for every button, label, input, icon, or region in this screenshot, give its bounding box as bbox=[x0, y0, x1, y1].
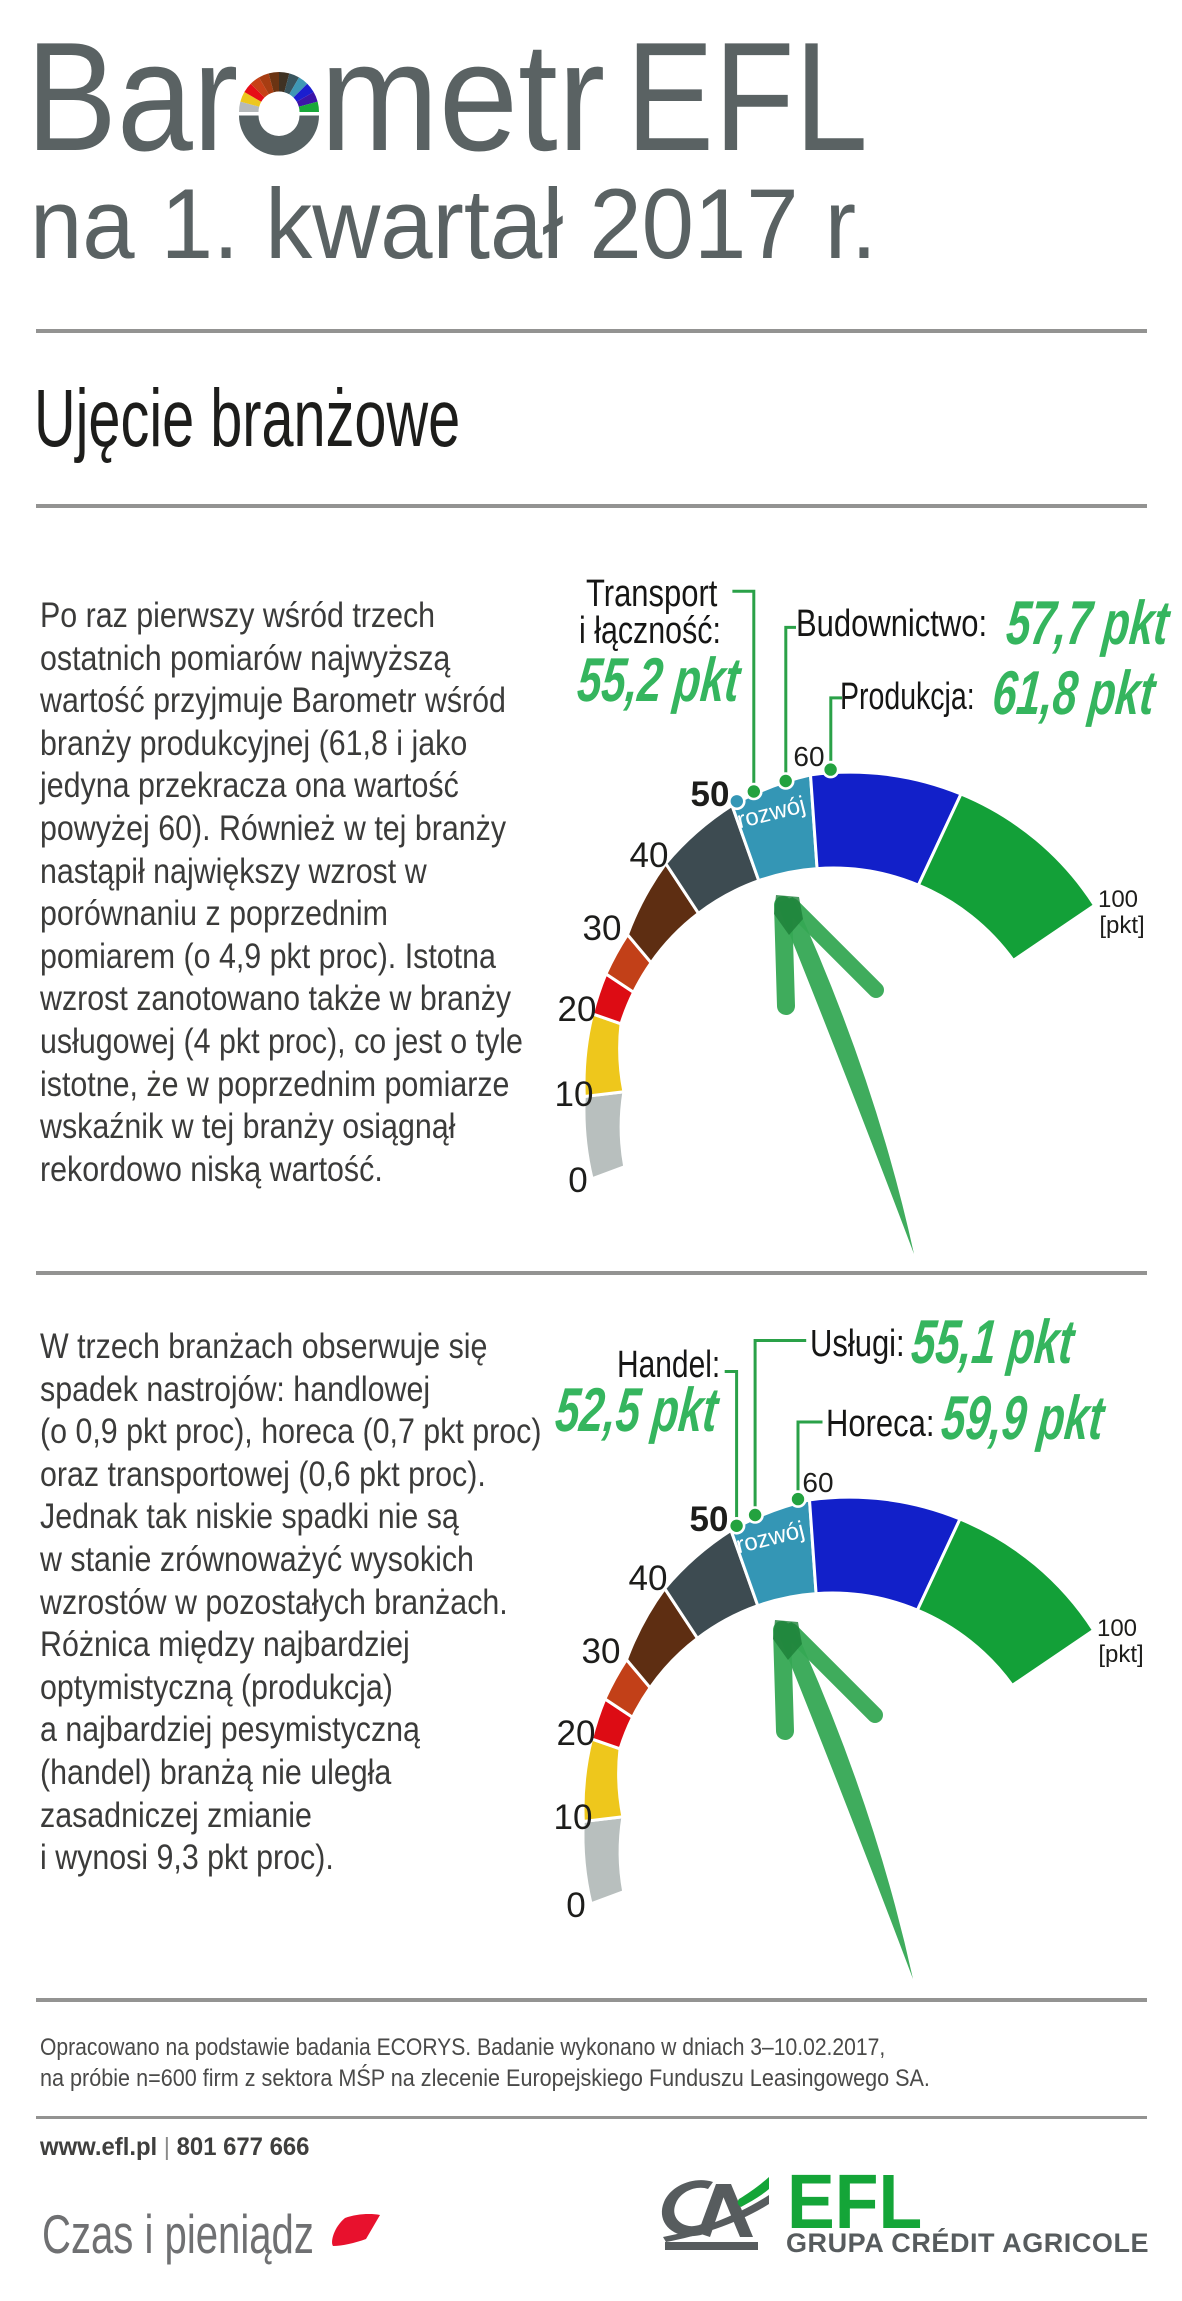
svg-text:[pkt]: [pkt] bbox=[1099, 912, 1144, 939]
svg-text:GRUPA CRÉDIT AGRICOLE: GRUPA CRÉDIT AGRICOLE bbox=[786, 2227, 1149, 2258]
svg-text:60: 60 bbox=[793, 741, 824, 772]
svg-text:[pkt]: [pkt] bbox=[1098, 1641, 1143, 1668]
svg-text:10: 10 bbox=[554, 1798, 593, 1837]
svg-text:20: 20 bbox=[558, 990, 597, 1029]
svg-text:60: 60 bbox=[802, 1467, 833, 1498]
svg-text:0: 0 bbox=[566, 1886, 585, 1925]
svg-text:10: 10 bbox=[555, 1075, 594, 1114]
svg-text:30: 30 bbox=[583, 909, 622, 948]
svg-text:20: 20 bbox=[557, 1714, 596, 1753]
svg-text:40: 40 bbox=[629, 1559, 668, 1598]
svg-text:40: 40 bbox=[630, 836, 669, 875]
svg-text:100: 100 bbox=[1097, 1615, 1137, 1642]
svg-text:30: 30 bbox=[582, 1632, 621, 1671]
svg-text:50: 50 bbox=[690, 1500, 729, 1539]
svg-text:0: 0 bbox=[568, 1161, 587, 1200]
svg-text:50: 50 bbox=[691, 775, 730, 814]
svg-text:EFL: EFL bbox=[787, 2168, 922, 2245]
svg-text:100: 100 bbox=[1098, 886, 1138, 913]
